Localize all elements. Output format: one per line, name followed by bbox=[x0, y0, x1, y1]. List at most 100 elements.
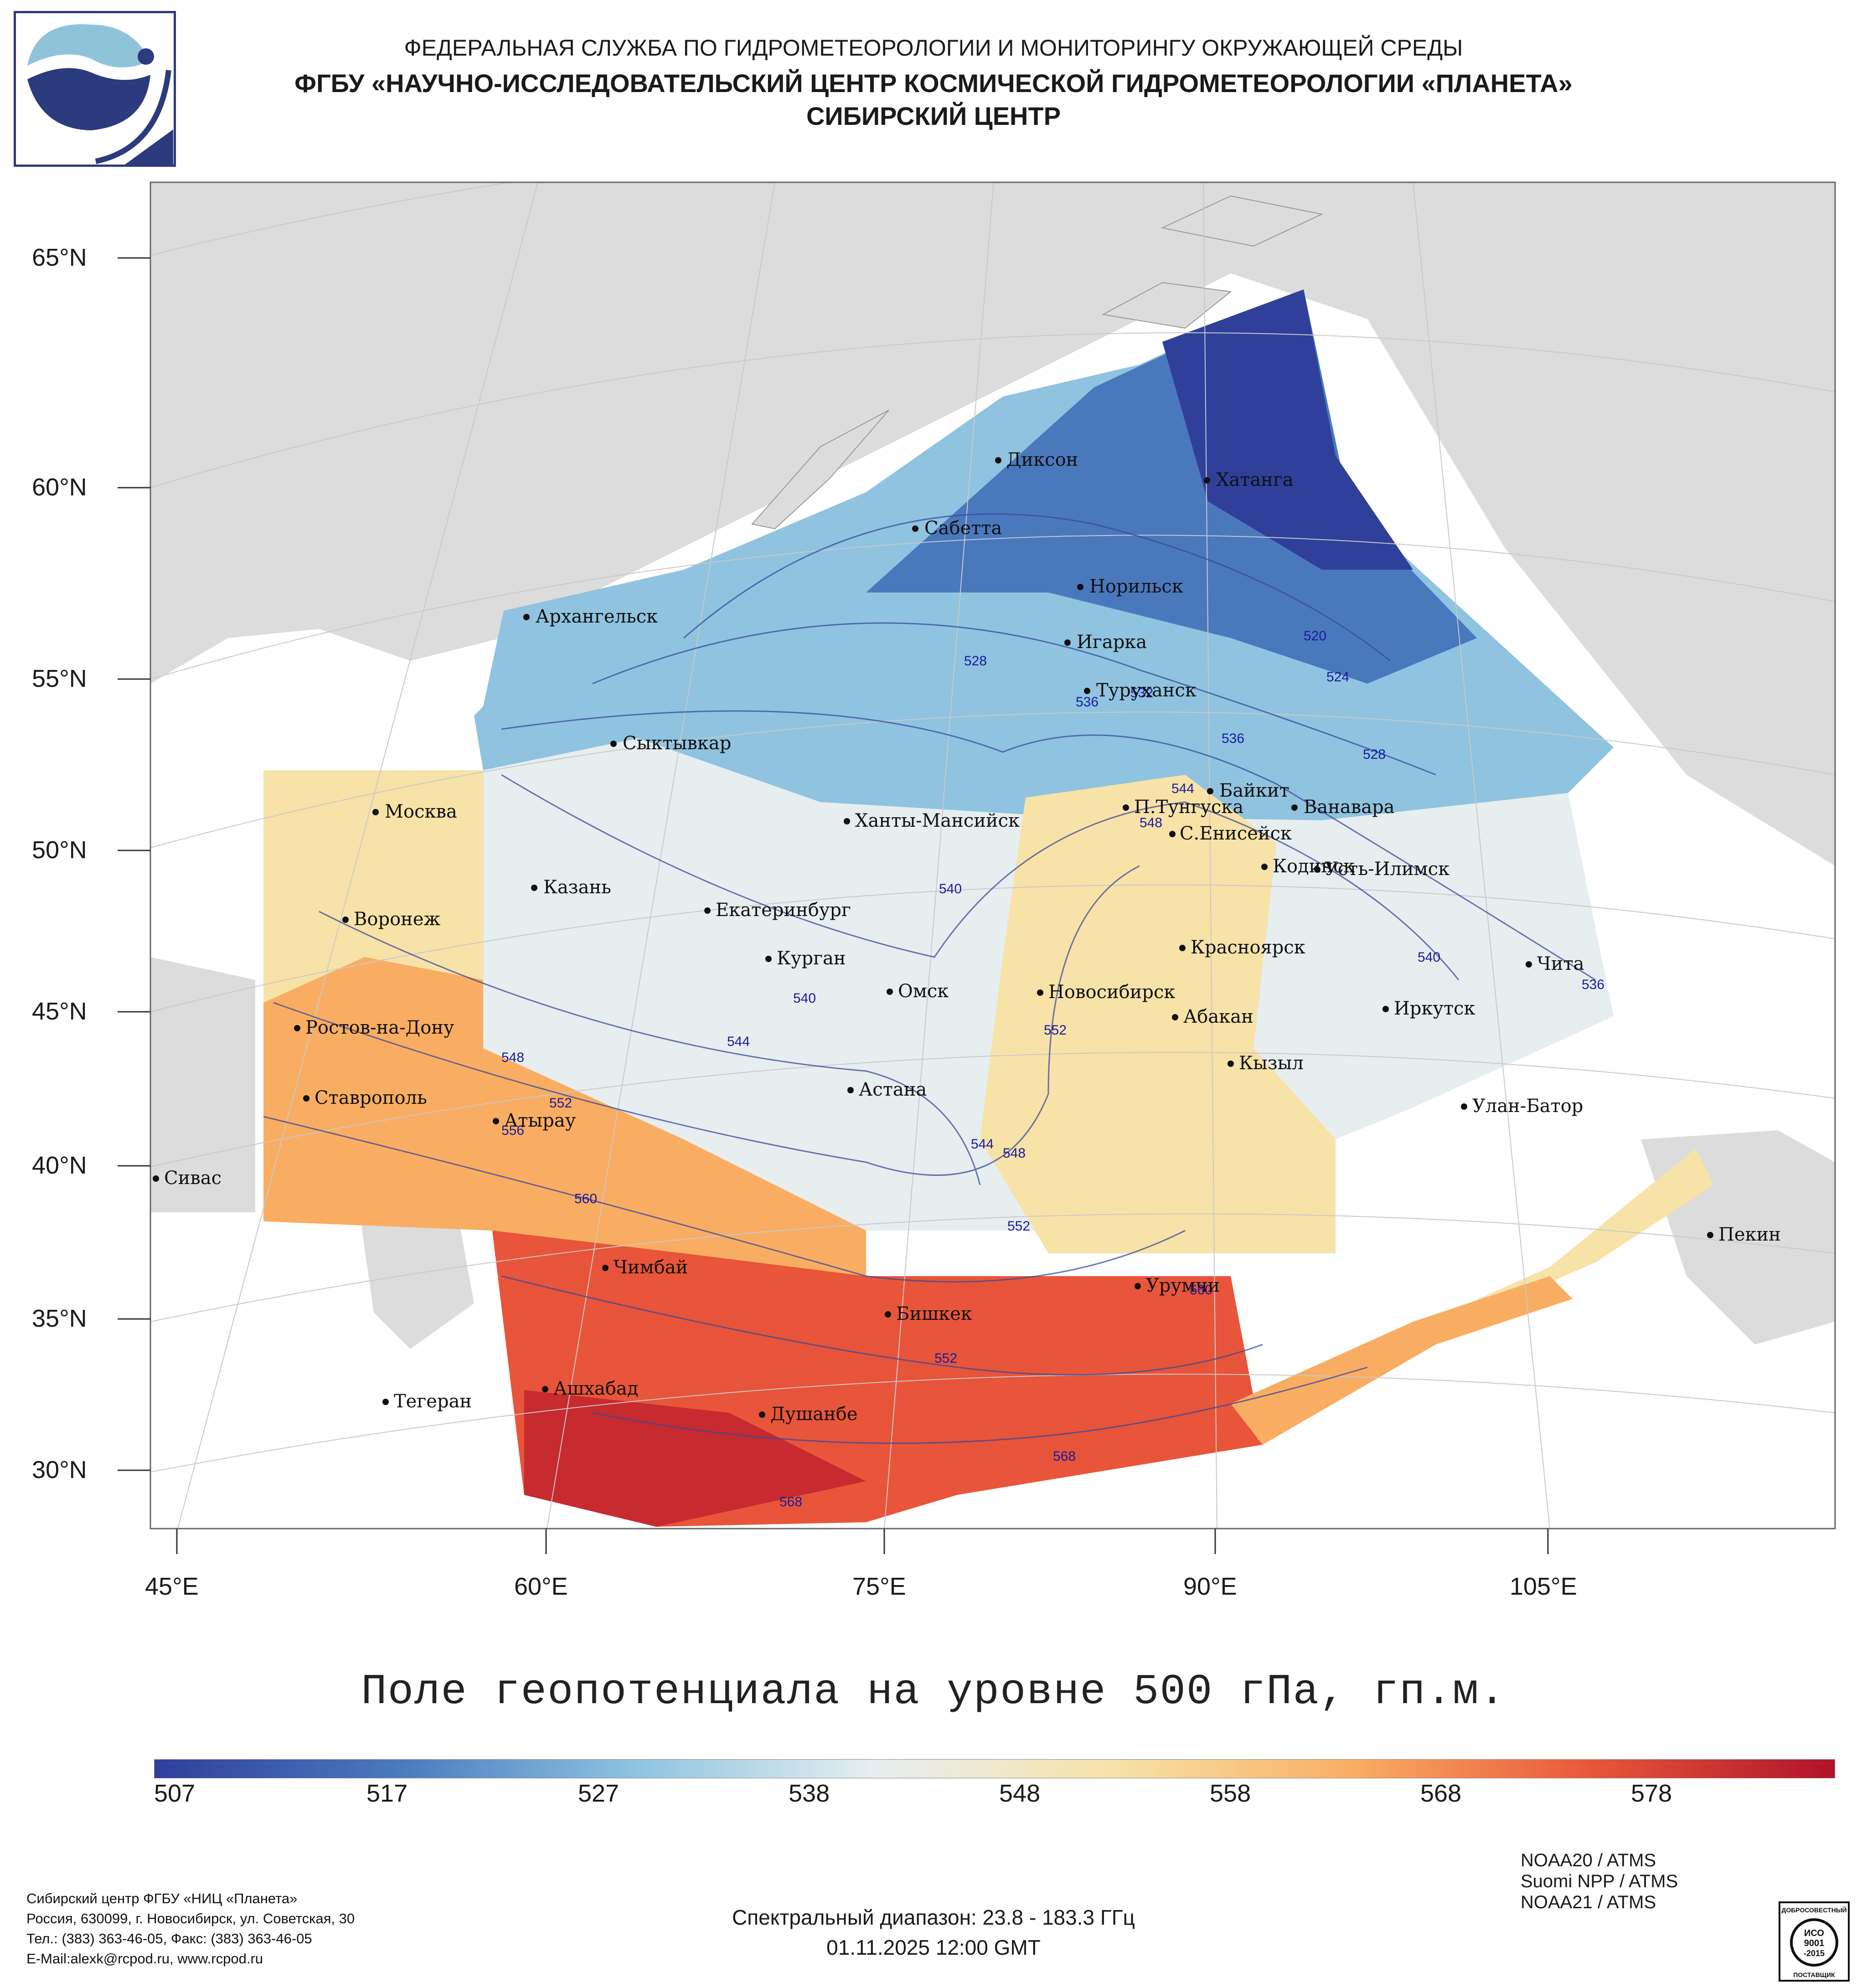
city-label: Ростов-на-Дону bbox=[305, 1017, 454, 1038]
contour-label: 552 bbox=[934, 1351, 957, 1366]
cert-number: 9001 bbox=[1804, 1938, 1825, 1948]
city-label: Ханты-Мансийск bbox=[855, 810, 1020, 831]
cert-top: ДОБРОСОВЕСТНЫЙ bbox=[1781, 1906, 1846, 1914]
contour-label: 552 bbox=[549, 1096, 572, 1111]
city-label: Байкит bbox=[1219, 780, 1289, 801]
city-label: Туруханск bbox=[1096, 680, 1197, 701]
island bbox=[1160, 195, 1324, 247]
city-label: Абакан bbox=[1183, 1006, 1253, 1027]
contour-label: 520 bbox=[1304, 628, 1326, 644]
city-label: Бишкек bbox=[896, 1303, 972, 1324]
lon-label: 90°E bbox=[1183, 1573, 1237, 1600]
colorbar-label: 558 bbox=[1210, 1780, 1251, 1807]
city-label: Курган bbox=[777, 948, 846, 969]
lat-label: 55°N bbox=[32, 665, 87, 692]
lon-label: 45°E bbox=[145, 1573, 199, 1600]
data-swath-cold bbox=[866, 289, 1477, 684]
colorbar-label: 517 bbox=[366, 1780, 408, 1807]
footer-email: E-Mail:alexk@rcpod.ru, www.rcpod.ru bbox=[26, 1951, 263, 1967]
header-line-2: ФГБУ «НАУЧНО-ИССЛЕДОВАТЕЛЬСКИЙ ЦЕНТР КОС… bbox=[294, 69, 1573, 98]
city-label: Ванавара bbox=[1304, 797, 1395, 818]
colorbar-label: 507 bbox=[154, 1780, 196, 1807]
city-label: Красноярск bbox=[1191, 937, 1305, 958]
header-line-3: СИБИРСКИЙ ЦЕНТР bbox=[806, 102, 1061, 130]
city-label: Пекин bbox=[1718, 1224, 1781, 1245]
contour-label: 528 bbox=[1363, 747, 1386, 762]
contour-label: 552 bbox=[1044, 1023, 1067, 1038]
land-mass bbox=[150, 182, 1835, 866]
footer-org: Сибирский центр ФГБУ «НИЦ «Планета» bbox=[26, 1890, 298, 1906]
city-label: Норильск bbox=[1089, 576, 1183, 597]
city-label: Чимбай bbox=[614, 1257, 688, 1278]
contour-label: 524 bbox=[1326, 670, 1349, 685]
lat-label: 45°N bbox=[32, 998, 87, 1025]
city-markers: Диксон Хатанга Сабетта Норильск Архангел… bbox=[153, 449, 1781, 1425]
colorbar bbox=[154, 1759, 1835, 1778]
city-label: Иркутск bbox=[1394, 998, 1475, 1019]
city-label: Сивас bbox=[164, 1168, 222, 1189]
lat-label: 50°N bbox=[32, 836, 87, 864]
data-swath-west-light bbox=[263, 770, 483, 1003]
satellite-line: NOAA21 / ATMS bbox=[1521, 1892, 1656, 1912]
colorbar-label: 538 bbox=[789, 1780, 830, 1807]
lon-label: 75°E bbox=[852, 1573, 906, 1600]
lon-label: 60°E bbox=[514, 1573, 568, 1600]
contour-label: 536 bbox=[1222, 731, 1244, 746]
contour-label: 544 bbox=[971, 1137, 994, 1152]
city-label: С.Енисейск bbox=[1180, 823, 1292, 844]
contour-label: 548 bbox=[501, 1050, 524, 1065]
satellite-line: Suomi NPP / ATMS bbox=[1521, 1871, 1678, 1891]
header-line-1: ФЕДЕРАЛЬНАЯ СЛУЖБА ПО ГИДРОМЕТЕОРОЛОГИИ … bbox=[404, 35, 1463, 61]
data-swath-hottest bbox=[524, 1390, 866, 1527]
contour-label: 568 bbox=[1053, 1449, 1076, 1464]
city-label: Игарка bbox=[1077, 632, 1147, 653]
city-label: Кызыл bbox=[1239, 1053, 1304, 1074]
data-swath-warm-blob bbox=[980, 775, 1336, 1253]
geopotential-map: 520 524 528 528 532 536 536 536 540 540 … bbox=[118, 181, 1836, 1554]
city-label: Чита bbox=[1537, 953, 1584, 974]
city-label: Архангельск bbox=[536, 606, 658, 627]
city-label: Москва bbox=[385, 801, 457, 822]
contour-label: 552 bbox=[1007, 1219, 1030, 1234]
data-swath-coldest bbox=[1162, 289, 1413, 570]
contour-label: 556 bbox=[501, 1123, 524, 1138]
contour-label: 544 bbox=[727, 1034, 750, 1049]
cert-iso: ИСО bbox=[1804, 1928, 1824, 1938]
city-label: Диксон bbox=[1006, 449, 1078, 470]
city-label: Ставрополь bbox=[315, 1087, 427, 1108]
lat-label: 60°N bbox=[32, 474, 87, 501]
city-label: Воронеж bbox=[354, 909, 440, 930]
city-label: Астана bbox=[859, 1079, 927, 1100]
map-frame bbox=[150, 181, 1836, 1530]
city-label: П.Тунгуска bbox=[1134, 797, 1243, 818]
city-label: Усть-Илимск bbox=[1325, 859, 1449, 880]
city-label: Улан-Батор bbox=[1472, 1096, 1583, 1117]
contour-label: 548 bbox=[1140, 815, 1162, 830]
spectral-range: Спектральный диапазон: 23.8 - 183.3 ГГц bbox=[732, 1906, 1135, 1929]
city-label: Душанбе bbox=[770, 1404, 858, 1425]
planeta-logo bbox=[13, 10, 176, 167]
contour-label: 560 bbox=[1190, 1282, 1212, 1298]
map-title: Поле геопотенциала на уровне 500 гПа, гп… bbox=[361, 1668, 1506, 1716]
city-label: Тегеран bbox=[394, 1391, 472, 1412]
city-label: Ашхабад bbox=[553, 1378, 638, 1399]
colorbar-label: 527 bbox=[578, 1780, 619, 1807]
colorbar-label: 548 bbox=[999, 1780, 1041, 1807]
contour-label: 548 bbox=[1003, 1146, 1026, 1161]
contour-label: 568 bbox=[779, 1494, 802, 1509]
data-swath-east-orange bbox=[1231, 1276, 1573, 1445]
city-label: Екатеринбург bbox=[716, 900, 851, 921]
colorbar-label: 578 bbox=[1631, 1780, 1672, 1807]
city-label: Хатанга bbox=[1216, 469, 1294, 490]
datetime: 01.11.2025 12:00 GMT bbox=[826, 1936, 1041, 1959]
contour-label: 536 bbox=[1582, 977, 1604, 992]
cert-year: -2015 bbox=[1804, 1949, 1825, 1958]
contour-label: 540 bbox=[793, 991, 816, 1006]
lon-label: 105°E bbox=[1510, 1573, 1577, 1600]
city-label: Новосибирск bbox=[1048, 982, 1175, 1003]
contour-labels: 520 524 528 528 532 536 536 536 540 540 … bbox=[501, 628, 1604, 1509]
contour-label: 532 bbox=[1130, 685, 1153, 700]
lat-label: 35°N bbox=[32, 1305, 87, 1332]
cert-bottom: ПОСТАВЩИК bbox=[1793, 1971, 1835, 1978]
graticule bbox=[150, 182, 1835, 1529]
